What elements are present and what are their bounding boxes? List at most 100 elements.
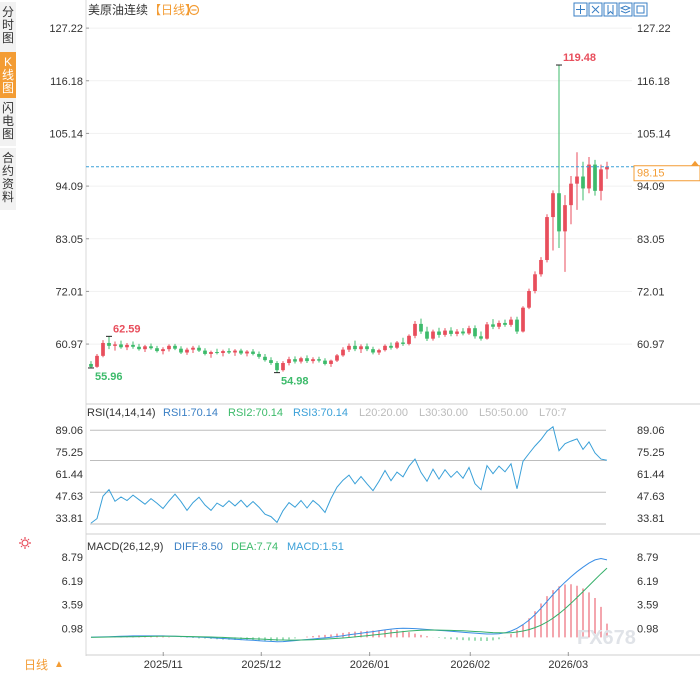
- bookmark-icon[interactable]: [603, 2, 618, 17]
- macd-tick-label-right: 3.59: [637, 600, 658, 612]
- candle-body: [125, 344, 129, 348]
- crosshair-icon[interactable]: [573, 2, 588, 17]
- instrument-title: 美原油连续: [88, 2, 148, 17]
- rsi-legend-rsi2: RSI2:70.14: [228, 407, 283, 419]
- candle-body: [317, 359, 321, 361]
- watermark: FX678: [577, 627, 636, 649]
- date-tick-label: 2025/11: [144, 659, 183, 671]
- last-price-label: 98.15: [637, 168, 665, 180]
- candle-body: [185, 349, 189, 353]
- candle-body: [359, 346, 363, 350]
- period-tag[interactable]: 【日线】: [149, 3, 197, 17]
- tab-timeshare[interactable]: 分时图: [0, 2, 16, 52]
- candle-body: [389, 345, 393, 348]
- price-tick-label-right: 105.14: [637, 128, 671, 140]
- candle-body: [299, 358, 303, 362]
- candle-body: [455, 331, 459, 334]
- macd-axis-left: 8.79 6.19 3.59 0.98: [62, 552, 83, 635]
- rsi-tick-label-left: 61.44: [55, 469, 83, 481]
- settings-icon[interactable]: [188, 4, 200, 16]
- candle-body: [227, 351, 231, 353]
- expand-icon[interactable]: [588, 2, 603, 17]
- candle-body: [221, 351, 225, 353]
- rsi-legend-rsi1: RSI1:70.14: [163, 407, 218, 419]
- tab-kline[interactable]: K线图: [0, 52, 16, 100]
- macd-tick-label-right: 0.98: [637, 623, 658, 635]
- candle-body: [509, 319, 513, 325]
- rsi-tick-label-right: 33.81: [637, 513, 665, 525]
- caret-up-icon: ▲: [54, 658, 64, 670]
- candle-body: [143, 346, 147, 350]
- macd-title: MACD(26,12,9): [87, 541, 163, 553]
- rsi-legend-l50: L50:50.00: [479, 407, 528, 419]
- candle-body: [557, 193, 561, 232]
- candle-body: [293, 359, 297, 362]
- candle-body: [215, 352, 219, 354]
- rsi-tick-label-right: 75.25: [637, 447, 665, 459]
- candle-body: [365, 346, 369, 350]
- annotation-label: 119.48: [563, 52, 596, 64]
- layers-icon[interactable]: [618, 2, 633, 17]
- price-axis: 127.22 127.22 116.18 116.18 105.14 105.14 94.0…: [49, 23, 670, 351]
- macd-tick-label-left: 8.79: [62, 552, 83, 564]
- candle-body: [515, 319, 519, 332]
- macd-tick-label-left: 0.98: [62, 623, 83, 635]
- price-tick-label-right: 60.97: [637, 339, 665, 351]
- rsi-line: [90, 425, 608, 524]
- candle-body: [383, 345, 387, 351]
- macd-settings-icon[interactable]: [19, 537, 31, 549]
- candle-body: [209, 352, 213, 354]
- last-price-arrow-icon: [691, 160, 699, 166]
- candle-body: [347, 345, 351, 350]
- last-price-marker: 98.15: [633, 160, 700, 182]
- macd-dea-line: [90, 567, 608, 641]
- candle-body: [485, 324, 489, 339]
- date-axis: 2025/11 2025/12 2026/01 2026/02 2026/03: [144, 652, 588, 671]
- rsi-tick-label-right: 89.06: [637, 425, 665, 437]
- candle-body: [413, 323, 417, 336]
- candle-body: [569, 183, 573, 206]
- tab-flash[interactable]: 闪电图: [0, 98, 16, 146]
- candle-body: [329, 360, 333, 364]
- chart-frame: [85, 0, 700, 656]
- candle-body: [377, 350, 381, 353]
- date-tick-label: 2026/02: [450, 659, 490, 671]
- date-tick-label: 2026/01: [350, 659, 390, 671]
- candle-body: [395, 342, 399, 348]
- period-button-label: 日线: [24, 657, 49, 672]
- price-tick-label-left: 116.18: [50, 76, 83, 88]
- candle-body: [563, 205, 567, 232]
- candle-body: [95, 355, 99, 367]
- candlesticks: [89, 65, 609, 373]
- candle-body: [305, 358, 309, 362]
- candle-body: [605, 166, 609, 170]
- candle-body: [275, 363, 279, 371]
- price-annotations: 119.48 62.59 55.96 54.98: [88, 52, 596, 388]
- tab-contract-info[interactable]: 合约资料: [0, 148, 16, 210]
- candle-body: [137, 346, 141, 350]
- macd-legend-macd: MACD:1.51: [287, 541, 344, 553]
- candle-body: [473, 328, 477, 337]
- candle-body: [353, 345, 357, 350]
- candle-body: [197, 347, 201, 351]
- candle-body: [587, 164, 591, 189]
- candle-body: [545, 217, 549, 260]
- macd-tick-label-left: 3.59: [62, 600, 83, 612]
- candle-body: [521, 307, 525, 332]
- period-button[interactable]: 日线 ▲: [24, 656, 80, 672]
- fullscreen-icon[interactable]: [633, 2, 648, 17]
- candle-body: [233, 350, 237, 353]
- candle-body: [191, 347, 195, 350]
- candle-body: [497, 322, 501, 327]
- candle-body: [425, 331, 429, 339]
- candle-body: [203, 350, 207, 354]
- date-tick-label: 2025/12: [241, 659, 281, 671]
- price-tick-label-left: 72.01: [55, 286, 83, 298]
- rsi-title: RSI(14,14,14): [87, 407, 155, 419]
- candle-body: [323, 360, 327, 364]
- candle-body: [287, 359, 291, 363]
- candle-body: [107, 342, 111, 346]
- candle-body: [539, 259, 543, 275]
- rsi-legend-l30: L30:30.00: [419, 407, 468, 419]
